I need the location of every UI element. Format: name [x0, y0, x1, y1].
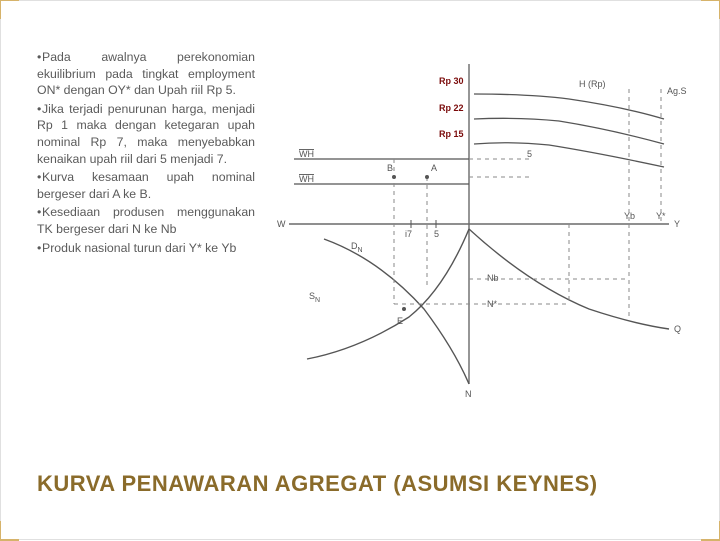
axis-w: W	[277, 219, 286, 229]
paragraph: •Pada awalnya perekonomian ekuilibrium p…	[37, 49, 255, 99]
axis-y: Y	[674, 219, 680, 229]
explanation-text: •Pada awalnya perekonomian ekuilibrium p…	[37, 49, 255, 399]
label-nb: Nb	[487, 273, 499, 283]
label-ags: Ag.S	[667, 86, 687, 96]
label-rp30: Rp 30	[439, 76, 464, 86]
label-sn: SN	[309, 291, 320, 304]
label-h: H (Rp)	[579, 79, 606, 89]
point-a: A	[431, 163, 437, 173]
label-i7: i7	[405, 229, 412, 239]
label-ystar: Y*	[656, 211, 666, 221]
paragraph: •Kesediaan produsen menggunakan TK berge…	[37, 204, 255, 237]
label-5: 5	[434, 229, 439, 239]
label-rp15: Rp 15	[439, 129, 464, 139]
point-b: B	[387, 163, 393, 173]
paragraph: •Kurva kesamaan upah nominal bergeser da…	[37, 169, 255, 202]
label-wh1: WH	[299, 149, 314, 159]
label-rp22: Rp 22	[439, 103, 464, 113]
label-nstar: N*	[487, 299, 497, 309]
axis-n: N	[465, 389, 472, 399]
point-e: E	[397, 316, 403, 326]
label-wh2: WH	[299, 174, 314, 184]
paragraph: •Jika terjadi penurunan harga, menjadi R…	[37, 101, 255, 167]
paragraph: •Produk nasional turun dari Y* ke Yb	[37, 240, 255, 257]
label-5b: 5	[527, 149, 532, 159]
economic-diagram: Rp 30 Rp 22 Rp 15 H (Rp) Ag.S WH WH W Y …	[263, 49, 695, 399]
label-yb: Yb	[624, 211, 635, 221]
slide-title: KURVA PENAWARAN AGREGAT (ASUMSI KEYNES)	[37, 471, 598, 497]
axis-q: Q	[674, 324, 681, 334]
